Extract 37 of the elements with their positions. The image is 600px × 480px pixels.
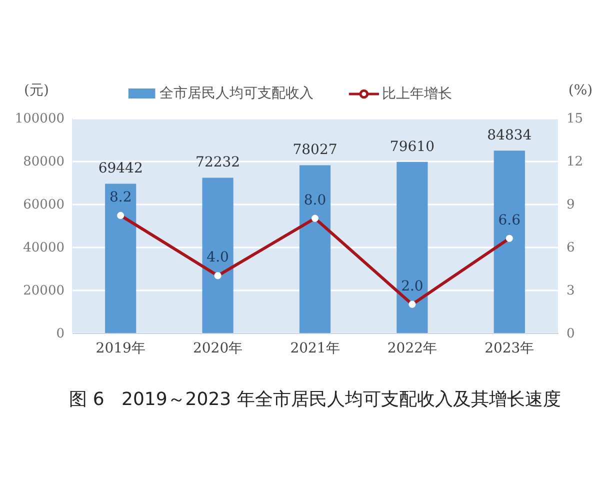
y2-tick-label: 15 (566, 112, 584, 126)
y-tick-label: 80000 (23, 154, 64, 170)
legend-label: 比上年增长 (382, 86, 452, 102)
y2-tick-label: 6 (566, 240, 575, 256)
x-tick-label: 2019年 (96, 340, 146, 356)
bar (494, 150, 525, 333)
y2-tick-label: 9 (566, 198, 575, 212)
y2-tick-label: 3 (566, 284, 575, 298)
bar (396, 162, 428, 333)
data-label: 69442 (98, 160, 143, 177)
data-label: 79610 (390, 138, 434, 155)
y-tick-label: 0 (56, 326, 64, 342)
legend-label: 全市居民人均可支配收入 (159, 86, 314, 102)
data-label: 72232 (196, 154, 240, 171)
y-tick-label: 60000 (23, 198, 64, 212)
y-tick-label: 20000 (23, 284, 64, 298)
data-label: 8.0 (304, 192, 326, 208)
data-label: 6.6 (498, 212, 521, 228)
data-label: 4.0 (206, 250, 229, 266)
bar (202, 178, 234, 333)
bar (299, 165, 331, 333)
x-tick-label: 2021年 (290, 340, 340, 356)
text: 图 6 2019～2023 年全市居民人均可支配收入及其增长速度 (69, 389, 561, 410)
data-label: 8.2 (109, 189, 132, 206)
data-label: 2.0 (401, 278, 424, 294)
y-tick-label: 100000 (14, 112, 64, 126)
y-axis-title: (元) (24, 82, 49, 98)
data-label: 84834 (487, 128, 532, 144)
y2-axis-title: (%) (568, 82, 593, 98)
x-tick-label: 2022年 (387, 340, 438, 356)
y2-tick-label: 0 (566, 326, 575, 342)
y-tick-label: 40000 (23, 240, 64, 256)
data-label: 78027 (292, 142, 338, 158)
bar (105, 184, 136, 333)
x-tick-label: 2023年 (484, 340, 534, 356)
y2-tick-label: 12 (566, 154, 584, 170)
x-tick-label: 2020年 (192, 340, 243, 356)
